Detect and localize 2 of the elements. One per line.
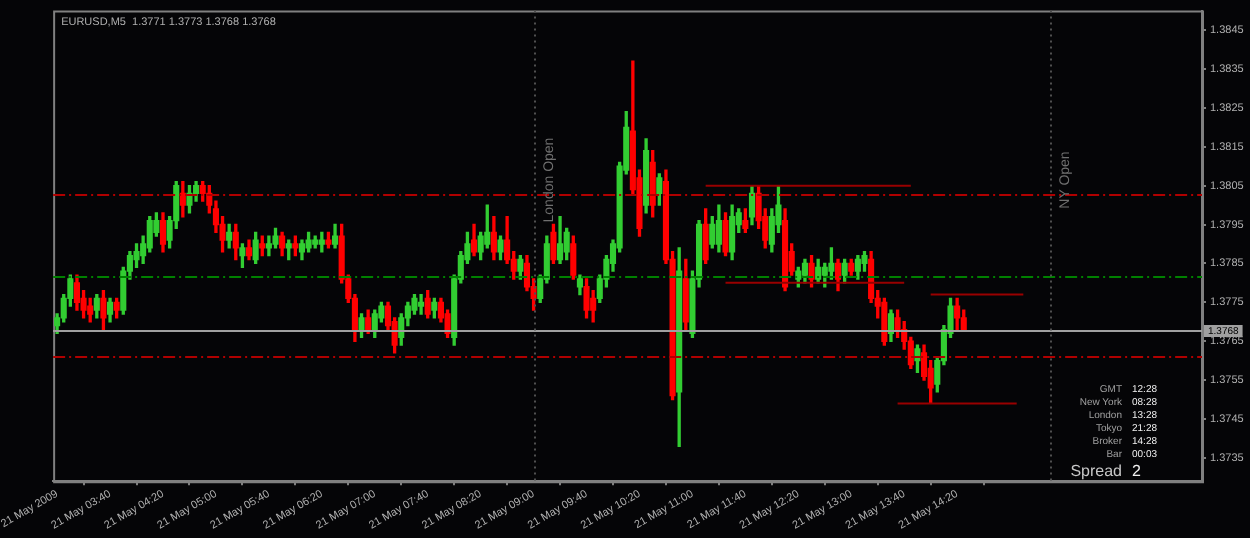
annotation: 2: [1132, 461, 1142, 480]
annotation: Spread: [1070, 461, 1122, 480]
